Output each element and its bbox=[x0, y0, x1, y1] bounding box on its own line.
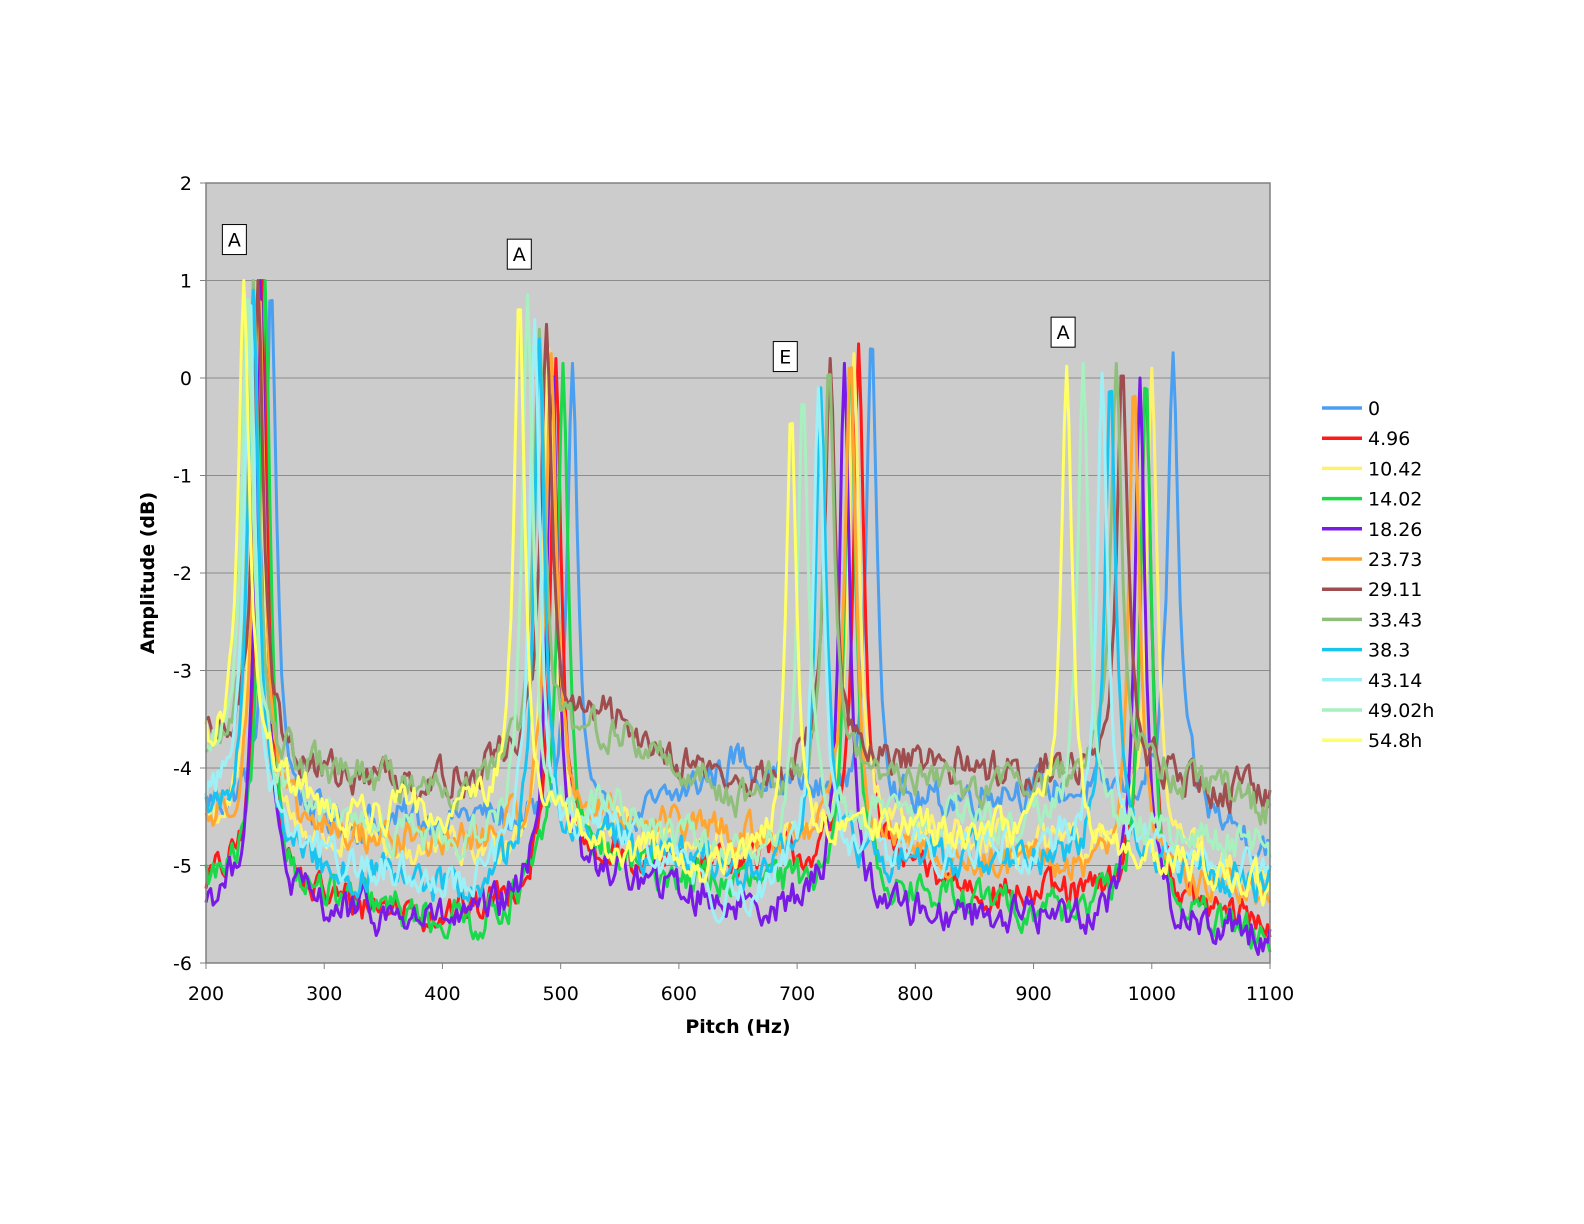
x-tick-label: 500 bbox=[543, 983, 579, 1005]
series-line bbox=[204, 288, 1272, 903]
axes: 2 1 0 -1 -2 -3 -4 -5 -6 200 300 400 500 600 700 800 900 1… bbox=[173, 173, 1294, 1005]
x-axis-title: Pitch (Hz) bbox=[685, 1016, 790, 1038]
annotations: A A E A bbox=[221, 224, 1076, 373]
annotation-box bbox=[506, 238, 532, 270]
annotation-label: E bbox=[779, 347, 791, 369]
legend: 0 4.96 10.42 14.02 18.26 23.73 29.11 33.43 38.3 4… bbox=[1322, 398, 1434, 752]
x-tick-label: 600 bbox=[661, 983, 697, 1005]
x-tick-label: 1100 bbox=[1246, 983, 1294, 1005]
x-tick-label: 1000 bbox=[1128, 983, 1176, 1005]
y-tick-label: -3 bbox=[173, 661, 192, 683]
x-tick-label: 900 bbox=[1015, 983, 1051, 1005]
x-tick-label: 400 bbox=[424, 983, 460, 1005]
annotation-label: A bbox=[513, 244, 526, 266]
legend-label: 43.14 bbox=[1368, 670, 1422, 692]
y-tick-label: -4 bbox=[173, 758, 192, 780]
y-tick-label: -6 bbox=[173, 953, 192, 975]
legend-label: 0 bbox=[1368, 398, 1380, 420]
y-tick-label: -2 bbox=[173, 563, 192, 585]
series-line bbox=[204, 293, 1272, 871]
legend-label: 29.11 bbox=[1368, 579, 1422, 601]
y-tick-label: -5 bbox=[173, 856, 192, 878]
series-layer bbox=[204, 279, 1272, 956]
legend-label: 38.3 bbox=[1368, 640, 1410, 662]
annotation-box bbox=[221, 224, 247, 256]
annotation-box bbox=[1050, 316, 1076, 348]
legend-label: 49.02h bbox=[1368, 700, 1434, 722]
legend-label: 4.96 bbox=[1368, 428, 1410, 450]
legend-label: 33.43 bbox=[1368, 609, 1422, 631]
series-line bbox=[204, 279, 1272, 907]
y-tick-label: -1 bbox=[173, 466, 192, 488]
legend-label: 23.73 bbox=[1368, 549, 1422, 571]
legend-label: 10.42 bbox=[1368, 458, 1422, 480]
series-line bbox=[204, 304, 1272, 924]
legend-label: 18.26 bbox=[1368, 519, 1422, 541]
y-tick-label: 2 bbox=[180, 173, 192, 195]
legend-label: 14.02 bbox=[1368, 489, 1422, 511]
y-axis-title: Amplitude (dB) bbox=[137, 492, 159, 654]
annotation-label: A bbox=[1057, 322, 1070, 344]
legend-label: 54.8h bbox=[1368, 730, 1422, 752]
annotation-label: A bbox=[228, 230, 241, 252]
y-tick-label: 0 bbox=[180, 368, 192, 390]
grid bbox=[206, 280, 1270, 866]
y-tick-label: 1 bbox=[180, 271, 192, 293]
x-tick-label: 300 bbox=[306, 983, 342, 1005]
x-tick-label: 800 bbox=[897, 983, 933, 1005]
x-tick-label: 700 bbox=[779, 983, 815, 1005]
x-tick-label: 200 bbox=[188, 983, 224, 1005]
series-line bbox=[204, 279, 1272, 953]
annotation-box bbox=[772, 341, 798, 373]
